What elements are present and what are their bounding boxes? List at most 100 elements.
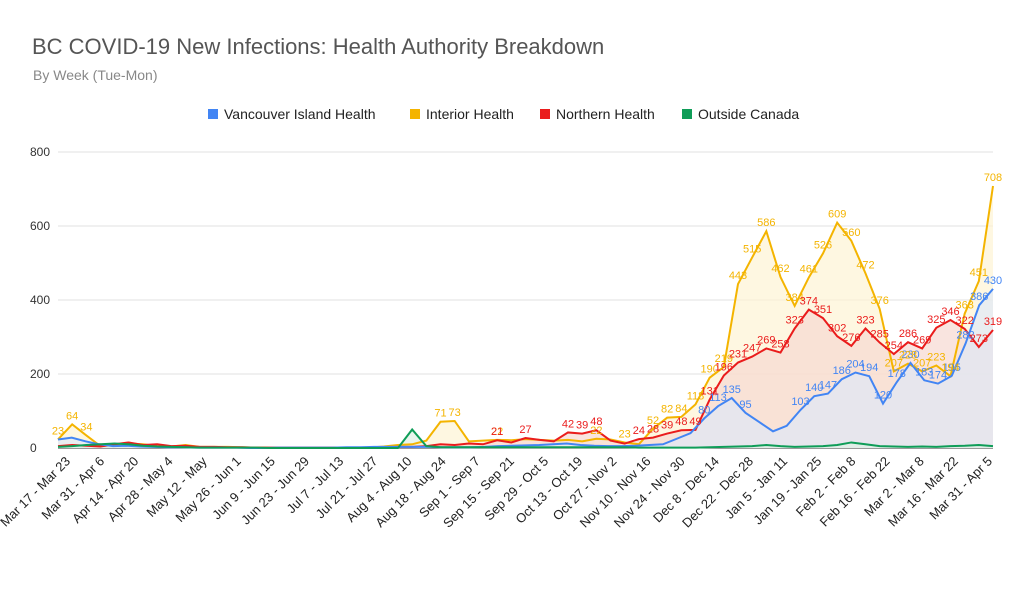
data-label: 269	[913, 334, 931, 346]
data-label: 254	[885, 340, 903, 352]
data-label: 183	[915, 366, 933, 378]
data-label: 302	[828, 322, 846, 334]
data-label: 351	[814, 304, 832, 316]
data-label: 363	[955, 300, 973, 312]
data-label: 52	[647, 415, 659, 427]
data-label: 186	[833, 365, 851, 377]
data-label: 526	[814, 239, 832, 251]
data-label: 323	[856, 314, 874, 326]
data-label: 48	[675, 416, 687, 428]
data-label: 178	[888, 368, 906, 380]
data-label: 118	[687, 390, 705, 402]
data-label: 461	[800, 263, 818, 275]
data-label: 196	[715, 361, 733, 373]
legend-label: Vancouver Island Health	[224, 106, 376, 122]
data-label: 325	[927, 314, 945, 326]
data-label: 376	[870, 295, 888, 307]
data-label: 231	[729, 349, 747, 361]
data-label: 273	[970, 333, 988, 345]
data-label: 194	[941, 362, 959, 374]
data-label: 71	[434, 408, 446, 420]
data-label: 282	[956, 330, 974, 342]
data-label: 207	[913, 357, 931, 369]
chart-subtitle: By Week (Tue-Mon)	[33, 67, 158, 83]
data-label: 39	[661, 420, 673, 432]
data-label: 84	[675, 403, 687, 415]
data-label: 147	[819, 380, 837, 392]
data-label: 708	[984, 172, 1002, 184]
data-label: 323	[785, 314, 803, 326]
data-label: 34	[80, 421, 92, 433]
data-label: 285	[870, 329, 888, 341]
y-tick-label: 800	[30, 145, 50, 159]
data-label: 73	[449, 407, 461, 419]
data-label: 131	[700, 386, 718, 398]
data-label: 586	[757, 217, 775, 229]
data-label: 609	[828, 209, 846, 221]
data-label: 64	[66, 410, 78, 422]
data-label: 22	[491, 426, 503, 438]
legend-swatch	[208, 109, 218, 119]
data-label: 48	[590, 416, 602, 428]
data-label: 346	[941, 306, 959, 318]
data-label: 451	[970, 267, 988, 279]
data-label: 319	[984, 316, 1002, 328]
data-label: 386	[970, 291, 988, 303]
data-label: 219	[715, 353, 733, 365]
data-label: 23	[619, 428, 631, 440]
data-label: 22	[590, 425, 602, 437]
data-label: 207	[885, 357, 903, 369]
data-label: 174	[929, 370, 947, 382]
data-label: 194	[860, 362, 878, 374]
data-label: 560	[842, 227, 860, 239]
data-label: 27	[519, 424, 531, 436]
y-tick-label: 200	[30, 367, 50, 381]
legend-label: Outside Canada	[698, 106, 799, 122]
data-label: 384	[785, 292, 803, 304]
legend-swatch	[540, 109, 550, 119]
data-label: 135	[723, 384, 741, 396]
data-label: 322	[955, 315, 973, 327]
data-label: 24	[633, 425, 645, 437]
y-tick-label: 600	[30, 219, 50, 233]
legend-label: Northern Health	[556, 106, 655, 122]
data-label: 103	[791, 396, 809, 408]
data-label: 515	[743, 243, 761, 255]
data-label: 82	[661, 404, 673, 416]
data-label: 286	[899, 328, 917, 340]
data-label: 443	[729, 270, 747, 282]
data-label: 462	[771, 263, 789, 275]
series-line	[57, 427, 994, 449]
data-label: 49	[689, 416, 701, 428]
data-label: 374	[800, 296, 818, 308]
data-label: 223	[927, 351, 945, 363]
data-label: 39	[576, 420, 588, 432]
y-tick-label: 400	[30, 293, 50, 307]
data-label: 230	[901, 349, 919, 361]
data-label: 42	[562, 418, 574, 430]
y-tick-label: 0	[30, 441, 37, 455]
data-label: 228	[899, 350, 917, 362]
data-label: 247	[743, 343, 761, 355]
data-label: 276	[842, 332, 860, 344]
chart-title: BC COVID-19 New Infections: Health Autho…	[32, 34, 605, 59]
data-label: 269	[757, 334, 775, 346]
data-label: 80	[698, 404, 710, 416]
data-label: 190	[700, 364, 718, 376]
legend-swatch	[410, 109, 420, 119]
data-label: 258	[771, 339, 789, 351]
data-label: 120	[874, 390, 892, 402]
data-label: 430	[984, 275, 1002, 287]
data-label: 21	[491, 426, 503, 438]
data-label: 95	[739, 399, 751, 411]
legend-label: Interior Health	[426, 106, 514, 122]
data-label: 28	[647, 424, 659, 436]
series-area	[58, 288, 993, 448]
data-label: 204	[846, 359, 864, 371]
data-label: 195	[943, 362, 961, 374]
data-label: 140	[805, 382, 823, 394]
data-label: 113	[709, 392, 727, 404]
series-area	[58, 309, 993, 448]
legend-swatch	[682, 109, 692, 119]
